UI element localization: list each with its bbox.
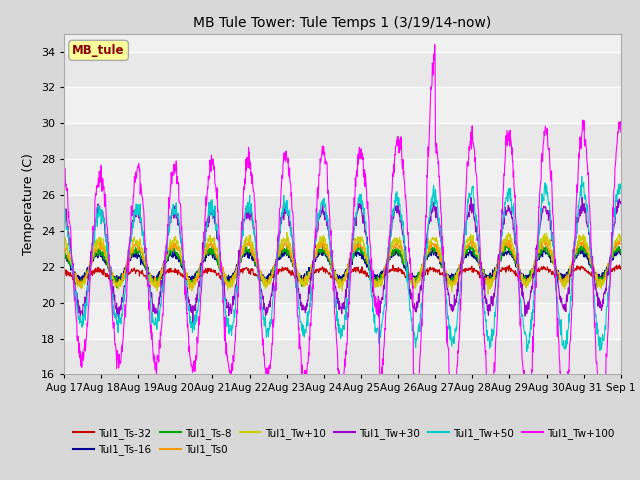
Bar bbox=[64, 267, 621, 303]
Bar bbox=[64, 338, 621, 374]
Text: MB_tule: MB_tule bbox=[72, 44, 125, 57]
Bar bbox=[64, 51, 621, 87]
Y-axis label: Temperature (C): Temperature (C) bbox=[22, 153, 35, 255]
Title: MB Tule Tower: Tule Temps 1 (3/19/14-now): MB Tule Tower: Tule Temps 1 (3/19/14-now… bbox=[193, 16, 492, 30]
Legend: Tul1_Ts-32, Tul1_Ts-16, Tul1_Ts-8, Tul1_Ts0, Tul1_Tw+10, Tul1_Tw+30, Tul1_Tw+50,: Tul1_Ts-32, Tul1_Ts-16, Tul1_Ts-8, Tul1_… bbox=[69, 424, 619, 459]
Bar bbox=[64, 123, 621, 159]
Bar bbox=[64, 195, 621, 231]
